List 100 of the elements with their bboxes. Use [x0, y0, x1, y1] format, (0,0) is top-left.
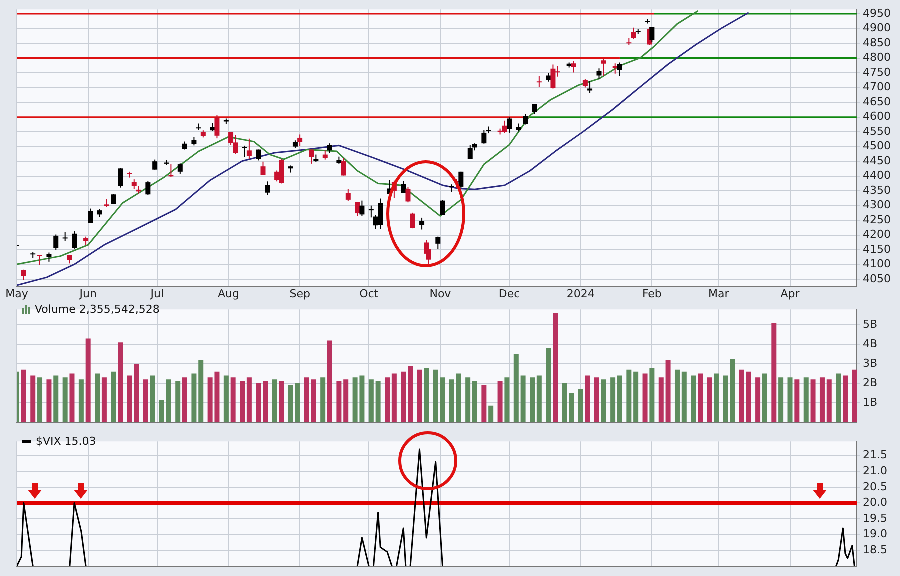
candlestick [631, 27, 636, 40]
candlestick [46, 252, 52, 262]
bar [401, 372, 406, 422]
candlestick [341, 158, 346, 176]
bar [658, 378, 664, 422]
bar [466, 378, 471, 422]
bar [788, 378, 793, 422]
bar [756, 378, 761, 422]
y-tick-label: 4200 [863, 228, 891, 242]
bar [530, 378, 536, 422]
bar [240, 382, 246, 422]
bar [78, 380, 84, 422]
bar [304, 378, 310, 422]
bar [320, 378, 326, 422]
bar [344, 380, 349, 422]
bar [166, 380, 172, 422]
bar [327, 340, 332, 422]
x-tick-label: Nov [430, 287, 452, 300]
bar [95, 374, 100, 422]
bar [594, 378, 600, 422]
candlestick [440, 200, 446, 216]
y-tick-label: 4500 [863, 140, 891, 153]
bar [54, 376, 59, 422]
candlestick [588, 80, 593, 94]
y-tick-label: 4850 [863, 36, 891, 50]
bar [601, 380, 606, 422]
bar [585, 376, 590, 422]
bar [62, 378, 68, 422]
bar [482, 385, 487, 422]
y-tick-label: 4450 [863, 154, 891, 168]
candlestick [612, 63, 618, 74]
y-tick-label: 4250 [863, 213, 891, 226]
bar [810, 380, 816, 422]
candlestick [327, 143, 332, 154]
candlestick [298, 134, 303, 148]
candlestick [309, 149, 314, 164]
bar [553, 313, 558, 422]
bar [610, 378, 616, 422]
y-tick-label: 4950 [863, 6, 891, 20]
y-tick-label: 4B [863, 337, 878, 350]
y-tick-label: 1B [863, 396, 878, 409]
bar [746, 372, 752, 422]
bar [836, 374, 842, 422]
bar [376, 382, 381, 422]
candlestick [420, 217, 425, 230]
candlestick [617, 62, 622, 76]
bar [842, 376, 848, 422]
x-tick-label: Oct [360, 287, 380, 300]
bar [70, 374, 75, 422]
y-tick-label: 21.5 [863, 448, 888, 462]
bar [159, 400, 164, 422]
candlestick [502, 120, 508, 134]
y-tick-label: 20.5 [863, 480, 888, 494]
bar [820, 378, 825, 422]
candlestick [38, 254, 43, 266]
y-tick-label: 4550 [863, 124, 891, 138]
candlestick [168, 164, 174, 178]
candlestick [178, 163, 183, 174]
y-tick-label: 4700 [863, 80, 891, 94]
candlestick [322, 150, 328, 160]
candlestick [536, 76, 542, 88]
bar [472, 382, 478, 422]
candlestick [242, 145, 248, 158]
bar [198, 360, 204, 422]
bar [698, 374, 704, 422]
bar [739, 370, 744, 422]
y-tick-label: 4400 [863, 169, 891, 182]
bar [272, 380, 278, 422]
bar [230, 378, 236, 422]
bar [826, 380, 832, 422]
x-tick-label: Dec [498, 287, 520, 300]
bar [143, 380, 148, 422]
candlestick [360, 200, 365, 217]
y-tick-label: 4600 [863, 110, 891, 124]
bar [311, 380, 316, 422]
bar [562, 384, 568, 422]
candlestick [146, 180, 151, 196]
bar [674, 370, 680, 422]
candlestick [401, 180, 406, 194]
bar [852, 370, 857, 422]
candlestick [214, 114, 220, 140]
bar [762, 374, 768, 422]
y-tick-label: 21.0 [863, 464, 888, 478]
candlestick [355, 202, 360, 217]
candlestick [260, 161, 266, 176]
candlestick [62, 232, 68, 242]
bar [804, 378, 809, 422]
bar [21, 370, 26, 422]
candlestick [246, 138, 252, 160]
bar [417, 370, 422, 422]
candlestick [410, 212, 416, 230]
bar [520, 376, 526, 422]
bar [150, 376, 156, 422]
bar [385, 378, 390, 422]
bar [30, 376, 36, 422]
bar [102, 378, 107, 422]
bar [263, 382, 268, 422]
candlestick [458, 171, 464, 189]
bar [182, 378, 188, 422]
candlestick [650, 26, 655, 44]
